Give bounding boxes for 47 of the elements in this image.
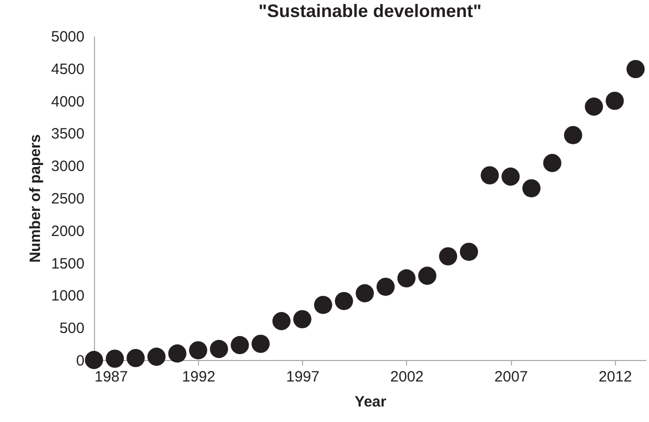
point: [272, 312, 291, 330]
point: [230, 336, 249, 354]
y-tick-label: 2000: [51, 222, 84, 240]
point: [439, 247, 458, 266]
point: [334, 292, 354, 310]
x-tick-label: 2002: [390, 368, 424, 386]
y-tick-label: 5000: [51, 28, 84, 46]
y-tick-label: 0: [76, 352, 84, 370]
point: [502, 168, 520, 186]
point: [418, 266, 436, 285]
y-tick-label: 4500: [51, 60, 84, 78]
x-tick-label: 2007: [494, 368, 528, 386]
point: [564, 126, 582, 144]
point: [522, 179, 541, 198]
y-tick-label: 3500: [51, 126, 84, 143]
x-tick-label: 2012: [598, 368, 632, 386]
point: [480, 166, 499, 184]
chart-title: "Sustainable develoment": [258, 1, 482, 21]
y-tick-label: 500: [59, 320, 84, 338]
x-axis-title: Year: [354, 394, 387, 410]
point: [606, 92, 624, 110]
point: [376, 278, 395, 296]
y-tick-label: 1000: [51, 288, 84, 305]
point: [84, 350, 104, 370]
point: [543, 154, 562, 172]
y-tick-label: 4000: [51, 93, 84, 110]
point: [168, 344, 186, 363]
y-axis-title: Number of papers: [27, 134, 44, 263]
point: [189, 341, 208, 360]
point: [314, 296, 332, 314]
point: [147, 348, 166, 366]
y-tick-label: 2500: [51, 190, 84, 208]
point: [106, 350, 124, 368]
point: [626, 60, 645, 78]
point: [126, 348, 145, 368]
y-tick-label: 3000: [51, 158, 84, 176]
y-tick-label: 1500: [51, 255, 84, 272]
point: [356, 284, 374, 302]
point: [210, 340, 228, 358]
x-tick-label: 1987: [94, 368, 128, 386]
x-tick-label: 1997: [286, 368, 320, 386]
point: [397, 269, 416, 288]
point: [584, 98, 604, 116]
point: [460, 242, 478, 261]
x-tick-label: 1992: [182, 368, 216, 386]
point: [252, 334, 270, 353]
point: [293, 310, 312, 328]
